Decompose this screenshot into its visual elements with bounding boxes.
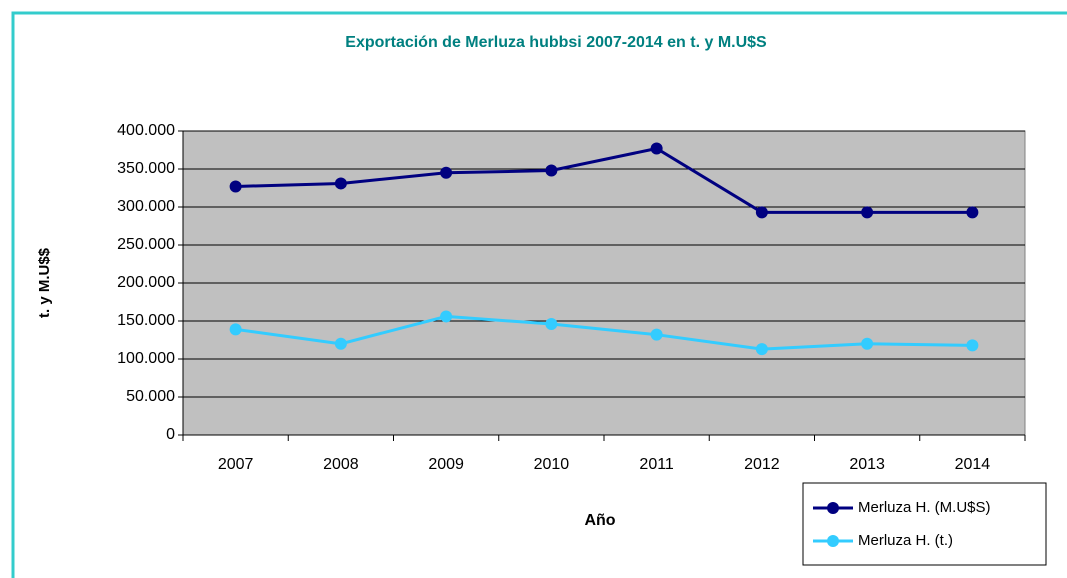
point bbox=[755, 206, 768, 219]
line bbox=[235, 146, 973, 214]
point bbox=[229, 323, 242, 336]
y-axis-title: t. y M.U$$ bbox=[36, 247, 53, 318]
y-tick-label: 300.000 bbox=[117, 198, 175, 215]
x-axis-title: Año bbox=[584, 512, 615, 529]
point bbox=[966, 339, 979, 352]
x-tick-label: 2008 bbox=[323, 456, 359, 473]
y-tick-label: 100.000 bbox=[117, 350, 175, 367]
chart-frame bbox=[11, 11, 1067, 578]
y-tick-label: 400.000 bbox=[117, 122, 175, 139]
x-tick-label: 2010 bbox=[534, 456, 570, 473]
legend-marker bbox=[827, 535, 839, 547]
point bbox=[334, 177, 347, 190]
point bbox=[545, 164, 558, 177]
y-tick-label: 250.000 bbox=[117, 236, 175, 253]
y-tick-label: 350.000 bbox=[117, 160, 175, 177]
point bbox=[440, 310, 453, 323]
legend bbox=[802, 482, 1047, 566]
y-tick-label: 50.000 bbox=[126, 388, 175, 405]
point bbox=[440, 166, 453, 179]
legend-marker bbox=[827, 502, 839, 514]
x-tick-label: 2013 bbox=[849, 456, 885, 473]
legend-label: Merluza H. (M.U$S) bbox=[858, 499, 991, 516]
point bbox=[650, 142, 663, 155]
x-tick-label: 2007 bbox=[218, 456, 254, 473]
point bbox=[966, 206, 979, 219]
point bbox=[861, 337, 874, 350]
point bbox=[229, 180, 242, 193]
x-tick-label: 2011 bbox=[639, 456, 674, 473]
point bbox=[545, 318, 558, 331]
x-tick-label: 2014 bbox=[955, 456, 991, 473]
x-tick-label: 2009 bbox=[428, 456, 464, 473]
x-tick-label: 2012 bbox=[744, 456, 780, 473]
point bbox=[334, 337, 347, 350]
point bbox=[861, 206, 874, 219]
legend-label: Merluza H. (t.) bbox=[858, 532, 953, 549]
point bbox=[650, 328, 663, 341]
y-tick-label: 200.000 bbox=[117, 274, 175, 291]
y-tick-label: 150.000 bbox=[117, 312, 175, 329]
chart-title: Exportación de Merluza hubbsi 2007-2014 … bbox=[345, 34, 767, 51]
line bbox=[235, 314, 973, 351]
y-tick-label: 0 bbox=[166, 426, 175, 443]
point bbox=[755, 343, 768, 356]
